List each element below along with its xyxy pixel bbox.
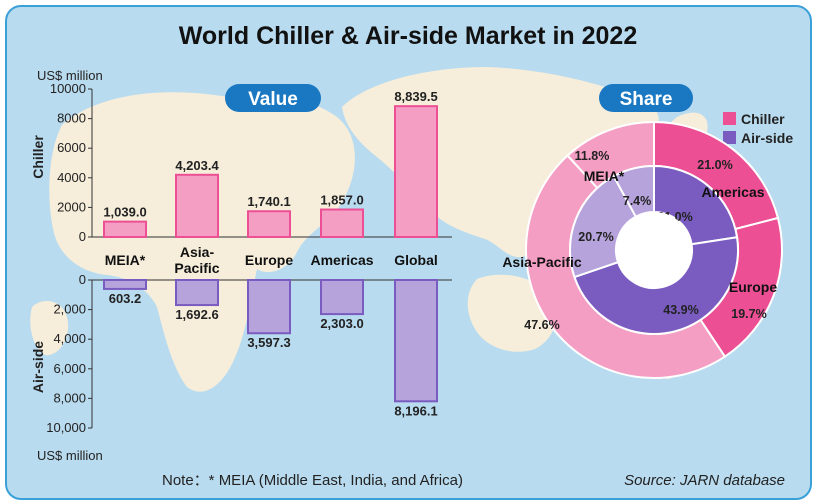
legend-swatch-chiller (723, 112, 736, 125)
y-axis-label-airside: Air-side (30, 341, 46, 393)
footnote: Note：* MEIA (Middle East, India, and Afr… (162, 472, 463, 489)
y-axis-label-chiller: Chiller (30, 135, 46, 179)
airside-bar (394, 279, 438, 403)
upper-tick-label: 2000 (57, 199, 86, 214)
chiller-value-label: 1,039.0 (103, 205, 146, 220)
value-pill-label: Value (248, 89, 298, 110)
lower-unit-label: US$ million (37, 448, 103, 463)
chiller-percent-label: 21.0% (697, 158, 732, 172)
share-pill-label: Share (620, 89, 673, 110)
airside-value-label: 1,692.6 (175, 307, 218, 322)
upper-tick-label: 4000 (57, 170, 86, 185)
chiller-value-label: 1,857.0 (320, 193, 363, 208)
category-label: Asia- (180, 244, 215, 260)
region-label: Americas (701, 184, 764, 200)
upper-unit-label: US$ million (37, 68, 103, 83)
airside-value-label: 2,303.0 (320, 316, 363, 331)
chart-canvas: Value US$ million US$ million Chiller Air-si… (30, 22, 793, 489)
source-credit: Source: JARN database (624, 472, 785, 489)
airside-bar (175, 279, 219, 307)
legend-label-airside: Air-side (741, 130, 793, 146)
category-label: MEIA* (105, 252, 146, 268)
legend-swatch-airside (723, 131, 736, 144)
airside-value-label: 8,196.1 (394, 403, 437, 418)
airside-bar (103, 279, 147, 290)
region-label: MEIA* (584, 168, 625, 184)
chiller-bar (394, 105, 438, 238)
chart-title: World Chiller & Air-side Market in 2022 (179, 22, 637, 50)
chiller-bar (247, 210, 291, 239)
airside-percent-label: 20.7% (578, 230, 613, 244)
upper-tick-label: 10000 (50, 81, 86, 96)
lower-tick-label: 4,000 (53, 331, 86, 346)
upper-tick-label: 0 (79, 229, 86, 244)
chiller-bar (103, 220, 147, 239)
category-label: Americas (310, 252, 373, 268)
upper-tick-label: 6000 (57, 140, 86, 155)
legend-label-chiller: Chiller (741, 111, 785, 127)
lower-tick-label: 10,000 (46, 420, 86, 435)
airside-bar (247, 279, 291, 335)
donut-center (616, 212, 692, 288)
chiller-bar (320, 208, 364, 239)
category-label: Pacific (174, 260, 219, 276)
airside-value-label: 3,597.3 (247, 335, 290, 350)
chiller-value-label: 1,740.1 (247, 194, 290, 209)
lower-tick-label: 8,000 (53, 390, 86, 405)
category-label: Global (394, 252, 438, 268)
lower-tick-label: 2,000 (53, 302, 86, 317)
chart-frame: Value US$ million US$ million Chiller Air-si… (5, 5, 812, 500)
lower-tick-label: 6,000 (53, 361, 86, 376)
share-pill (599, 84, 693, 112)
chiller-value-label: 4,203.4 (175, 158, 219, 173)
airside-bar (320, 279, 364, 316)
chiller-bar (175, 173, 219, 238)
airside-percent-label: 43.9% (663, 303, 698, 317)
lower-tick-label: 0 (79, 272, 86, 287)
region-label: Europe (729, 279, 777, 295)
airside-percent-label: 7.4% (623, 194, 652, 208)
region-label: Asia-Pacific (502, 254, 582, 270)
chiller-percent-label: 11.8% (575, 149, 610, 163)
chiller-value-label: 8,839.5 (394, 89, 437, 104)
upper-tick-label: 8000 (57, 111, 86, 126)
value-pill (225, 84, 321, 112)
chiller-percent-label: 47.6% (524, 318, 559, 332)
category-label: Europe (245, 252, 293, 268)
chiller-percent-label: 19.7% (731, 307, 766, 321)
airside-value-label: 603.2 (109, 291, 142, 306)
